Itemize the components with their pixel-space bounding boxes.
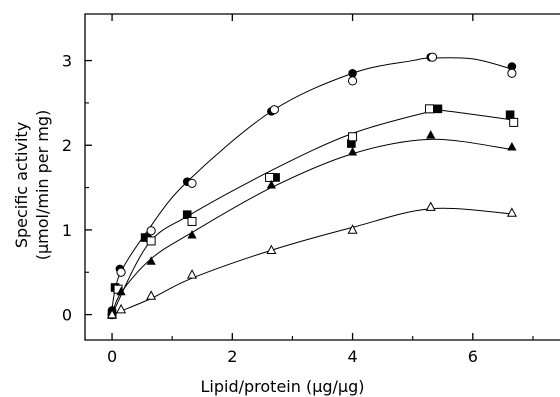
fit-curve-filled-triangle — [111, 138, 512, 315]
filled-triangle-marker — [187, 230, 197, 239]
open-circle-marker — [146, 226, 156, 236]
filled-square-marker — [182, 210, 192, 219]
y-tick-label: 0 — [62, 306, 72, 325]
plot-frame — [84, 13, 560, 341]
x-axis-label: Lipid/protein (μg/μg) — [200, 377, 364, 396]
open-triangle-marker — [107, 308, 118, 319]
open-triangle-marker — [266, 244, 277, 255]
open-triangle-marker — [186, 269, 198, 279]
open-square-marker — [187, 216, 197, 226]
filled-square-marker — [433, 104, 443, 114]
fit-curve-filled-circle — [111, 57, 513, 308]
open-square-marker — [348, 132, 358, 142]
open-circle-marker — [269, 105, 279, 115]
filled-triangle-marker — [116, 286, 126, 296]
filled-square-marker — [271, 173, 280, 182]
filled-square-marker — [140, 233, 150, 242]
open-circle-marker — [427, 52, 438, 62]
fit-curve-filled-square — [111, 108, 512, 315]
open-triangle-marker — [506, 207, 517, 217]
open-square-marker — [509, 117, 519, 127]
open-square-marker — [425, 104, 435, 114]
x-tick-label: 4 — [347, 347, 357, 366]
y-tick-label: 1 — [62, 221, 72, 240]
y-axis-label-line2: (μmol/min per mg) — [33, 110, 52, 261]
open-circle-marker — [507, 68, 517, 78]
filled-triangle-marker — [507, 141, 517, 151]
open-triangle-marker — [116, 303, 127, 314]
filled-triangle-marker — [146, 256, 156, 265]
open-triangle-marker — [146, 290, 157, 300]
open-triangle-marker — [347, 224, 358, 234]
filled-triangle-marker — [426, 130, 436, 139]
x-tick-label: 6 — [468, 347, 478, 366]
y-axis-label-line1: Specific activity — [12, 122, 31, 248]
y-tick-label: 3 — [62, 52, 72, 71]
filled-triangle-marker — [347, 147, 358, 156]
filled-circle-marker — [348, 68, 357, 78]
open-square-marker — [265, 172, 275, 182]
x-tick-label: 2 — [227, 347, 237, 366]
open-circle-marker — [187, 178, 197, 188]
open-circle-marker — [347, 76, 358, 86]
y-tick-label: 2 — [62, 136, 72, 155]
filled-triangle-marker — [266, 180, 276, 189]
filled-circle-marker — [507, 62, 517, 71]
open-triangle-marker — [425, 201, 436, 211]
open-square-marker — [146, 236, 156, 246]
open-circle-marker — [116, 267, 126, 277]
filled-square-marker — [505, 110, 515, 120]
x-tick-label: 0 — [107, 347, 117, 366]
filled-square-marker — [347, 139, 356, 148]
